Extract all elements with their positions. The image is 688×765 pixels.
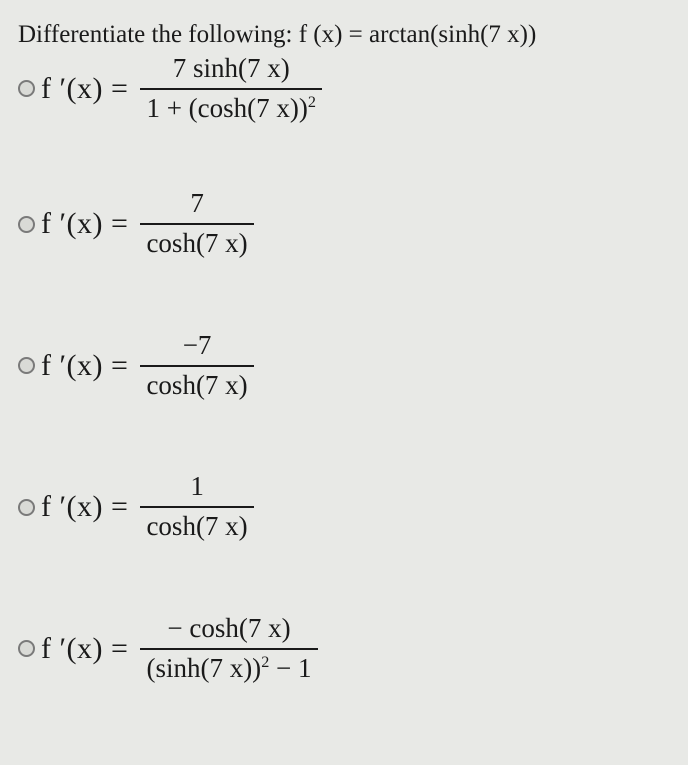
- option-fraction: − cosh(7 x) (sinh(7 x))2 − 1: [140, 610, 317, 688]
- fraction-denominator: (sinh(7 x))2 − 1: [140, 650, 317, 688]
- fraction-denominator: 1 + (cosh(7 x))2: [140, 90, 322, 128]
- question-text: Differentiate the following: f (x) = arc…: [18, 18, 674, 52]
- option-4[interactable]: f ′(x) = 1 cosh(7 x): [18, 468, 674, 546]
- option-5[interactable]: f ′(x) = − cosh(7 x) (sinh(7 x))2 − 1: [18, 610, 674, 688]
- option-fraction: 1 cosh(7 x): [140, 468, 253, 546]
- radio-icon[interactable]: [18, 216, 35, 233]
- radio-icon[interactable]: [18, 640, 35, 657]
- option-fraction: 7 sinh(7 x) 1 + (cosh(7 x))2: [140, 50, 322, 128]
- fraction-numerator: − cosh(7 x): [161, 610, 296, 648]
- fraction-numerator: −7: [177, 327, 218, 365]
- question-expression: f (x) = arctan(sinh(7 x)): [299, 21, 537, 48]
- fraction-numerator: 1: [184, 468, 210, 506]
- option-1[interactable]: f ′(x) = 7 sinh(7 x) 1 + (cosh(7 x))2: [18, 50, 674, 128]
- option-lhs: f ′(x) =: [41, 632, 128, 666]
- option-lhs: f ′(x) =: [41, 72, 128, 106]
- option-3[interactable]: f ′(x) = −7 cosh(7 x): [18, 327, 674, 405]
- fraction-denominator: cosh(7 x): [140, 367, 253, 405]
- radio-icon[interactable]: [18, 499, 35, 516]
- fraction-denominator: cosh(7 x): [140, 508, 253, 546]
- question-prefix: Differentiate the following:: [18, 21, 299, 48]
- option-2[interactable]: f ′(x) = 7 cosh(7 x): [18, 185, 674, 263]
- fraction-numerator: 7: [184, 185, 210, 223]
- option-lhs: f ′(x) =: [41, 207, 128, 241]
- option-lhs: f ′(x) =: [41, 349, 128, 383]
- fraction-denominator: cosh(7 x): [140, 225, 253, 263]
- option-lhs: f ′(x) =: [41, 490, 128, 524]
- quiz-page: Differentiate the following: f (x) = arc…: [0, 0, 688, 705]
- option-fraction: −7 cosh(7 x): [140, 327, 253, 405]
- radio-icon[interactable]: [18, 80, 35, 97]
- option-fraction: 7 cosh(7 x): [140, 185, 253, 263]
- fraction-numerator: 7 sinh(7 x): [167, 50, 296, 88]
- radio-icon[interactable]: [18, 357, 35, 374]
